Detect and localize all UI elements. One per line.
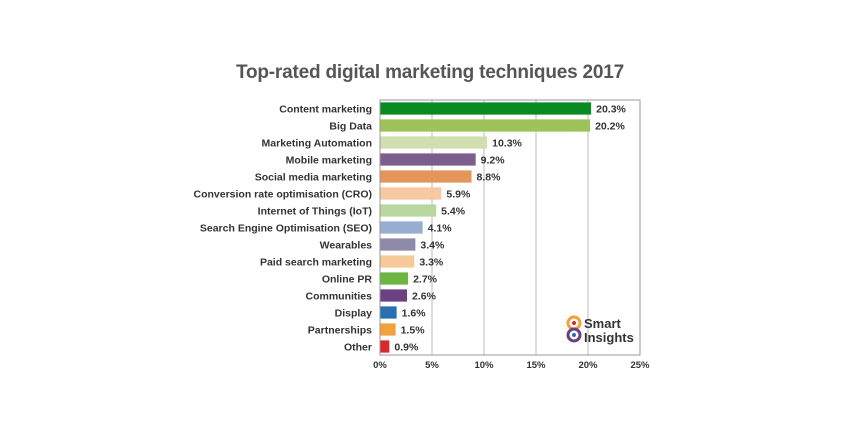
category-label: Online PR xyxy=(322,273,373,285)
value-label: 5.9% xyxy=(446,188,471,200)
category-label: Mobile marketing xyxy=(286,154,372,166)
category-label: Social media marketing xyxy=(255,171,372,183)
bar xyxy=(380,102,592,115)
bar xyxy=(380,340,390,353)
bar xyxy=(380,289,408,302)
category-label: Communities xyxy=(305,290,372,302)
x-tick-label: 15% xyxy=(526,360,546,371)
value-label: 10.3% xyxy=(492,137,522,149)
bar xyxy=(380,136,488,149)
logo-text-line2: Insights xyxy=(584,330,634,345)
x-tick-label: 20% xyxy=(578,360,598,371)
bars xyxy=(380,102,592,353)
x-tick-label: 5% xyxy=(425,360,439,371)
bar xyxy=(380,255,415,268)
category-label: Paid search marketing xyxy=(260,256,372,268)
plot-frame xyxy=(379,99,641,356)
bar xyxy=(380,170,472,183)
category-label: Big Data xyxy=(329,120,372,132)
category-label: Wearables xyxy=(320,239,372,251)
value-label: 0.9% xyxy=(394,341,419,353)
category-label: Conversion rate optimisation (CRO) xyxy=(193,188,372,200)
category-label: Partnerships xyxy=(308,324,372,336)
value-label: 1.5% xyxy=(401,324,426,336)
logo-mark-icon xyxy=(566,315,582,343)
value-label: 20.2% xyxy=(595,120,625,132)
value-label: 5.4% xyxy=(441,205,466,217)
bar xyxy=(380,153,476,166)
bar xyxy=(380,187,442,200)
logo-text-line1: Smart xyxy=(584,316,622,331)
value-label: 3.4% xyxy=(420,239,445,251)
x-tick-label: 10% xyxy=(474,360,494,371)
value-labels: 20.3% 20.2% 10.3% 9.2% 8.8% 5.9% 5.4% 4.1% 3.4% 3… xyxy=(394,103,626,353)
bar xyxy=(380,204,437,217)
value-label: 2.6% xyxy=(412,290,437,302)
chart-title: Top-rated digital marketing techniques 2… xyxy=(235,62,625,83)
category-label: Display xyxy=(335,307,373,319)
x-tick-label: 25% xyxy=(630,360,650,371)
value-label: 2.7% xyxy=(413,273,438,285)
value-label: 20.3% xyxy=(596,103,626,115)
x-axis-ticks: 0% 5% 10% 15% 20% 25% xyxy=(373,360,650,371)
bar xyxy=(380,238,416,251)
bar xyxy=(380,323,396,336)
value-label: 9.2% xyxy=(481,154,506,166)
value-label: 4.1% xyxy=(428,222,453,234)
value-label: 3.3% xyxy=(419,256,444,268)
bar xyxy=(380,272,409,285)
bar xyxy=(380,221,423,234)
value-label: 8.8% xyxy=(477,171,502,183)
bar xyxy=(380,119,591,132)
category-label: Other xyxy=(344,341,372,353)
bar xyxy=(380,306,397,319)
category-label: Search Engine Optimisation (SEO) xyxy=(200,222,372,234)
category-label: Content marketing xyxy=(279,103,372,115)
category-labels: Content marketing Big Data Marketing Autom… xyxy=(193,103,372,353)
x-tick-label: 0% xyxy=(373,360,387,371)
category-label: Marketing Automation xyxy=(262,137,372,149)
value-label: 1.6% xyxy=(402,307,427,319)
category-label: Internet of Things (IoT) xyxy=(258,205,372,217)
smart-insights-logo: Smart Insights xyxy=(566,315,634,345)
